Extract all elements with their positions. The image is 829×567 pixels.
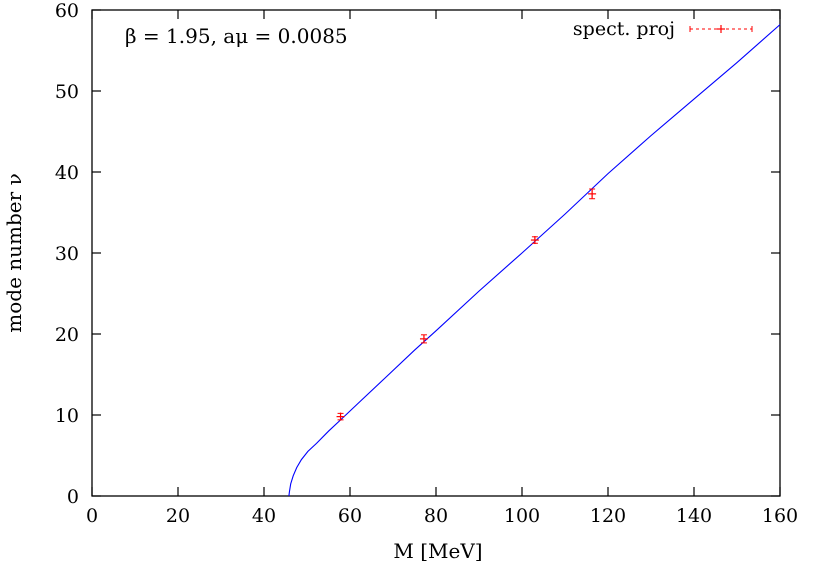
y-tick-label: 10: [55, 405, 79, 427]
x-tick-label: 140: [676, 505, 712, 527]
fit-curve-group: [288, 24, 781, 497]
y-tick-label: 60: [55, 0, 79, 22]
legend-symbol: [689, 25, 753, 33]
x-axis-label: M [MeV]: [393, 539, 482, 563]
x-tick-label: 160: [762, 505, 798, 527]
y-tick-label: 40: [55, 162, 79, 184]
x-tick-label: 0: [86, 505, 98, 527]
legend-label: spect. proj: [573, 18, 675, 40]
fit-curve-line: [288, 24, 781, 497]
y-axis-label: mode number ν: [2, 173, 26, 332]
data-point: [419, 334, 428, 344]
x-tick-label: 120: [590, 505, 626, 527]
y-tick-label: 0: [67, 486, 79, 508]
data-point: [530, 236, 539, 245]
x-tick-label: 40: [252, 505, 276, 527]
x-tick-label: 20: [166, 505, 190, 527]
x-tick-label: 60: [338, 505, 362, 527]
y-tick-label: 50: [55, 81, 79, 103]
x-tick-label: 100: [504, 505, 540, 527]
data-point: [588, 188, 597, 200]
y-tick-label: 30: [55, 243, 79, 265]
y-tick-label: 20: [55, 324, 79, 346]
tick-labels: 0 20 40 60 80 100 120 140 160 0 10 20 30 40 50 60: [55, 0, 798, 527]
plot-frame: [91, 9, 781, 497]
data-points-group: [336, 188, 597, 421]
parameter-annotation: β = 1.95, aμ = 0.0085: [125, 24, 348, 48]
axis-ticks: [91, 9, 781, 497]
plot-border: [91, 9, 781, 497]
data-point: [336, 412, 345, 421]
x-tick-label: 80: [424, 505, 448, 527]
legend: spect. proj: [573, 18, 753, 40]
